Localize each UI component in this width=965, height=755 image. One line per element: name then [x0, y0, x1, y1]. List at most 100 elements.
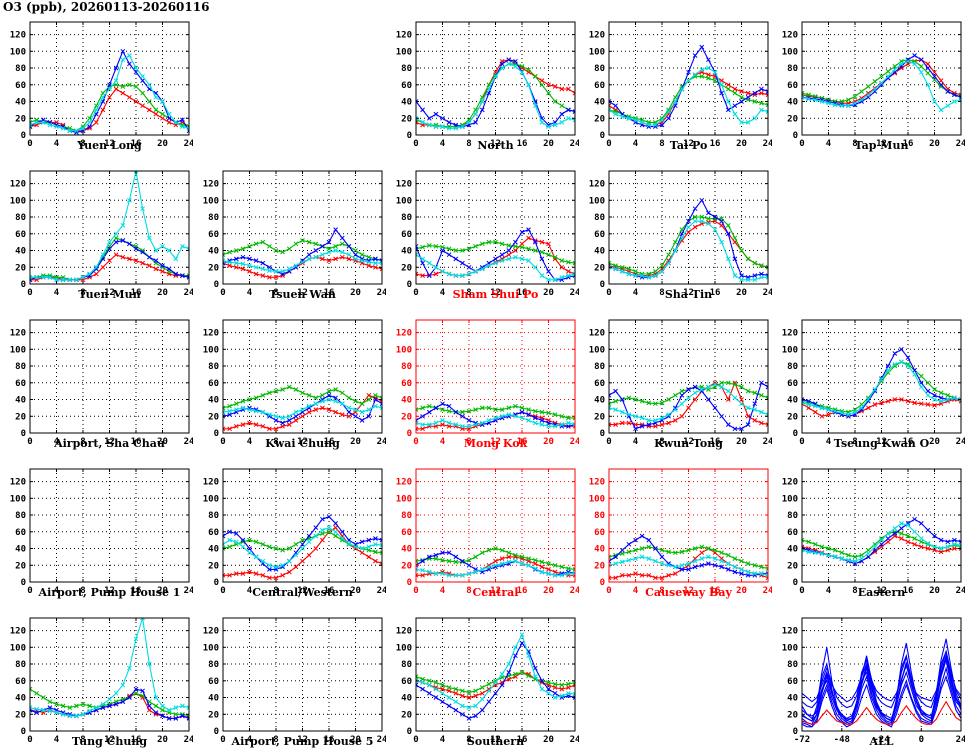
- y-tick-label: 0: [793, 727, 798, 737]
- y-tick-label: 0: [407, 727, 412, 737]
- x-tick-label: 12: [490, 288, 501, 298]
- y-tick-label: 20: [401, 561, 412, 571]
- chart-cell-central: 0 20 40 60 80 100 120 0 4 8 12 16 20 24 Central: [386, 452, 579, 601]
- y-tick-label: 100: [782, 494, 798, 504]
- y-tick-label: 120: [589, 478, 605, 488]
- series-markers-green: [609, 214, 768, 277]
- x-tick-label: 4: [440, 586, 446, 596]
- series-line-blue: [802, 666, 961, 728]
- series-markers-blue: [802, 53, 961, 109]
- x-tick-label: 24: [184, 139, 193, 149]
- y-tick-label: 80: [594, 64, 605, 74]
- y-tick-label: 120: [203, 478, 219, 488]
- x-tick-label: 24: [377, 288, 386, 298]
- tick-labels: 0 20 40 60 80 100 120 0 4 8 12 16 20 24: [782, 329, 965, 447]
- y-tick-label: 80: [15, 660, 26, 670]
- chart-tseung-kwan-o: 0 20 40 60 80 100 120 0 4 8 12 16 20 24 Tseung Kwan O: [782, 319, 965, 450]
- x-tick-label: 16: [324, 735, 335, 745]
- axes: [415, 319, 576, 434]
- y-tick-label: 100: [10, 47, 26, 57]
- y-tick-label: 60: [594, 379, 605, 389]
- y-tick-label: 120: [10, 478, 26, 488]
- chart-eastern: 0 20 40 60 80 100 120 0 4 8 12 16 20 24 Eastern: [782, 468, 965, 599]
- y-tick-label: 40: [15, 694, 26, 704]
- x-tick-label: 0: [27, 735, 32, 745]
- gridlines: [223, 171, 382, 284]
- y-tick-label: 100: [589, 345, 605, 355]
- series-markers-green: [609, 544, 768, 571]
- y-tick-label: 60: [401, 230, 412, 240]
- y-tick-label: 120: [203, 627, 219, 637]
- gridlines: [802, 22, 961, 135]
- y-tick-label: 80: [401, 660, 412, 670]
- y-tick-label: 40: [208, 545, 219, 555]
- x-tick-label: 16: [324, 288, 335, 298]
- y-tick-label: 0: [600, 280, 605, 290]
- y-tick-label: 40: [594, 98, 605, 108]
- x-tick-label: -72: [794, 735, 810, 745]
- y-tick-label: 0: [214, 727, 219, 737]
- x-tick-label: 0: [606, 139, 611, 149]
- series: [416, 632, 575, 721]
- y-tick-label: 60: [15, 81, 26, 91]
- chart-title: Central: [473, 586, 519, 599]
- x-tick-label: 16: [710, 586, 721, 596]
- y-tick-label: 0: [407, 429, 412, 439]
- series-markers-green: [223, 384, 382, 411]
- axes: [801, 468, 962, 583]
- series: [609, 533, 768, 581]
- y-tick-label: 20: [787, 710, 798, 720]
- y-tick-label: 40: [787, 545, 798, 555]
- chart-title: Airport, Pump House 1: [38, 586, 181, 599]
- series-line-green: [30, 237, 189, 281]
- x-tick-label: 20: [736, 437, 747, 447]
- x-tick-label: 8: [466, 586, 471, 596]
- y-tick-label: 0: [21, 280, 26, 290]
- y-tick-label: 60: [401, 677, 412, 687]
- y-tick-label: 60: [15, 677, 26, 687]
- axes: [801, 319, 962, 434]
- y-tick-label: 40: [208, 396, 219, 406]
- chart-title: Sham Shui Po: [453, 288, 539, 301]
- x-tick-label: 4: [633, 586, 639, 596]
- gridlines: [416, 469, 575, 582]
- series-line-green: [609, 216, 768, 275]
- y-tick-label: 60: [594, 528, 605, 538]
- chart-title: Airport, Pump House 5: [231, 735, 374, 748]
- gridlines: [223, 618, 382, 731]
- y-tick-label: 120: [203, 180, 219, 190]
- y-tick-label: 60: [787, 528, 798, 538]
- x-tick-label: 20: [157, 437, 168, 447]
- y-tick-label: 80: [594, 362, 605, 372]
- y-tick-label: 20: [594, 263, 605, 273]
- y-tick-label: 80: [594, 213, 605, 223]
- y-tick-label: 80: [208, 362, 219, 372]
- gridlines: [802, 320, 961, 433]
- x-tick-label: 24: [763, 139, 772, 149]
- x-tick-label: 20: [543, 586, 554, 596]
- series-line-blue: [416, 403, 575, 427]
- x-tick-label: 24: [570, 586, 579, 596]
- y-tick-label: 120: [396, 627, 412, 637]
- series: [223, 514, 382, 581]
- series-line-blue: [802, 655, 961, 722]
- y-tick-label: 0: [600, 131, 605, 141]
- x-tick-label: 8: [659, 586, 664, 596]
- x-tick-label: 16: [903, 437, 914, 447]
- x-tick-label: 16: [131, 288, 142, 298]
- axes: [801, 21, 962, 136]
- chart-cell-tung-chung: 0 20 40 60 80 100 120 0 4 8 12 16 20 24 Tung Chung: [0, 601, 193, 750]
- x-tick-label: 0: [413, 139, 418, 149]
- x-tick-label: 4: [247, 437, 253, 447]
- y-tick-label: 120: [589, 329, 605, 339]
- y-tick-label: 120: [396, 329, 412, 339]
- series-markers-green: [223, 529, 382, 556]
- y-tick-label: 0: [21, 727, 26, 737]
- y-tick-label: 60: [787, 677, 798, 687]
- y-tick-label: 60: [208, 379, 219, 389]
- series-markers-red: [609, 380, 768, 429]
- x-tick-label: 4: [54, 586, 60, 596]
- chart-cell-all: 0 20 40 60 80 100 120 -72 -48 -24 0 24 ALL: [772, 601, 965, 750]
- y-tick-label: 40: [15, 545, 26, 555]
